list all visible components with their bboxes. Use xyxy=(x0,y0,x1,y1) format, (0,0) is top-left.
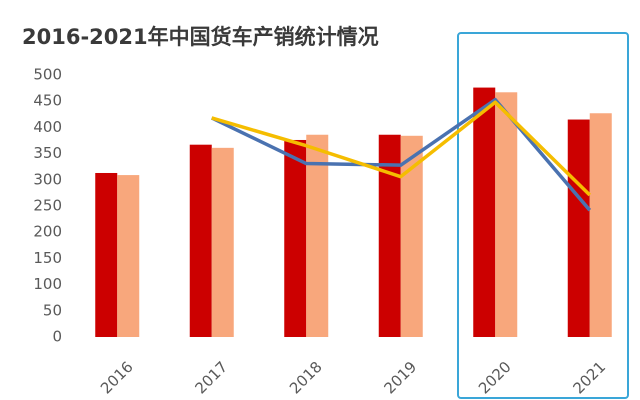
x-tick-label: 2018 xyxy=(286,358,326,398)
y-tick-label: 200 xyxy=(33,223,62,241)
bar xyxy=(117,175,140,337)
bar xyxy=(495,92,518,338)
chart-title: 2016-2021年中国货车产销统计情况 xyxy=(22,25,379,49)
y-tick-label: 400 xyxy=(33,118,62,136)
y-tick-label: 500 xyxy=(33,66,62,84)
bar xyxy=(189,144,212,337)
bar xyxy=(473,87,496,338)
y-tick-label: 150 xyxy=(33,249,62,267)
x-tick-label: 2020 xyxy=(475,358,515,398)
y-tick-label: 450 xyxy=(33,92,62,110)
bar xyxy=(211,147,234,337)
bar xyxy=(589,113,612,337)
y-tick-label: 0 xyxy=(52,328,62,346)
x-tick-label: 2017 xyxy=(192,358,232,398)
y-tick-label: 250 xyxy=(33,197,62,215)
bar xyxy=(567,119,590,337)
y-tick-label: 300 xyxy=(33,170,62,188)
bar xyxy=(378,134,401,337)
x-tick-label: 2019 xyxy=(381,358,421,398)
line xyxy=(211,100,591,197)
x-tick-label: 2016 xyxy=(97,358,137,398)
y-tick-label: 50 xyxy=(43,301,62,319)
line xyxy=(210,97,592,212)
highlight-box xyxy=(457,32,629,399)
bar xyxy=(400,135,423,337)
y-tick-label: 100 xyxy=(33,275,62,293)
bar xyxy=(95,172,118,337)
y-tick-label: 350 xyxy=(33,144,62,162)
bar xyxy=(306,134,329,337)
bar xyxy=(284,139,307,337)
x-tick-label: 2021 xyxy=(570,358,610,398)
